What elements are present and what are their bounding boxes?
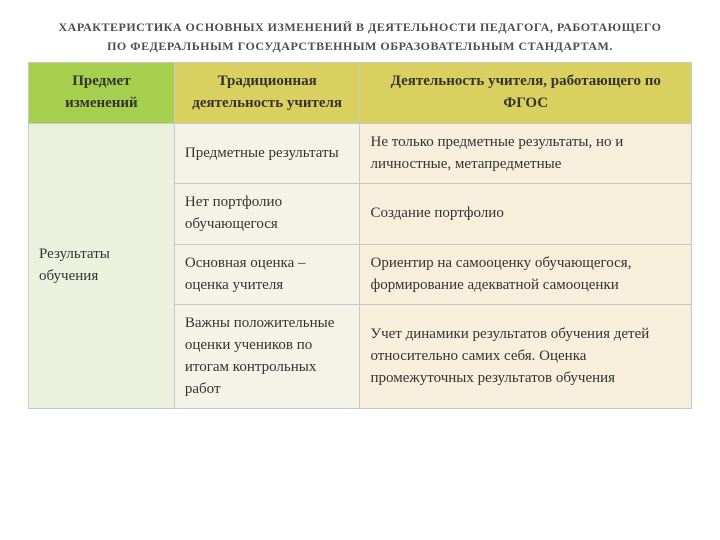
header-traditional: Традиционная деятельность учителя <box>174 63 360 124</box>
header-fgos: Деятельность учителя, работающего по ФГО… <box>360 63 692 124</box>
header-subject: Предмет изменений <box>29 63 175 124</box>
table-row: Результаты обучения Предметные результат… <box>29 123 692 184</box>
cell-traditional: Важны положительные оценки учеников по и… <box>174 305 360 409</box>
title-line-2: ПО ФЕДЕРАЛЬНЫМ ГОСУДАРСТВЕННЫМ ОБРАЗОВАТ… <box>107 39 613 53</box>
cell-fgos: Ориентир на самооценку обучающегося, фор… <box>360 244 692 305</box>
cell-traditional: Предметные результаты <box>174 123 360 184</box>
comparison-table: Предмет изменений Традиционная деятельно… <box>28 62 692 409</box>
cell-traditional: Основная оценка – оценка учителя <box>174 244 360 305</box>
title-line-1: ХАРАКТЕРИСТИКА ОСНОВНЫХ ИЗМЕНЕНИЙ В ДЕЯТ… <box>59 20 662 34</box>
cell-fgos: Не только предметные результаты, но и ли… <box>360 123 692 184</box>
cell-fgos: Создание портфолио <box>360 184 692 245</box>
header-row: Предмет изменений Традиционная деятельно… <box>29 63 692 124</box>
slide-title: ХАРАКТЕРИСТИКА ОСНОВНЫХ ИЗМЕНЕНИЙ В ДЕЯТ… <box>28 18 692 56</box>
slide: ХАРАКТЕРИСТИКА ОСНОВНЫХ ИЗМЕНЕНИЙ В ДЕЯТ… <box>0 0 720 409</box>
subject-cell: Результаты обучения <box>29 123 175 409</box>
cell-fgos: Учет динамики результатов обучения детей… <box>360 305 692 409</box>
cell-traditional: Нет портфолио обучающегося <box>174 184 360 245</box>
